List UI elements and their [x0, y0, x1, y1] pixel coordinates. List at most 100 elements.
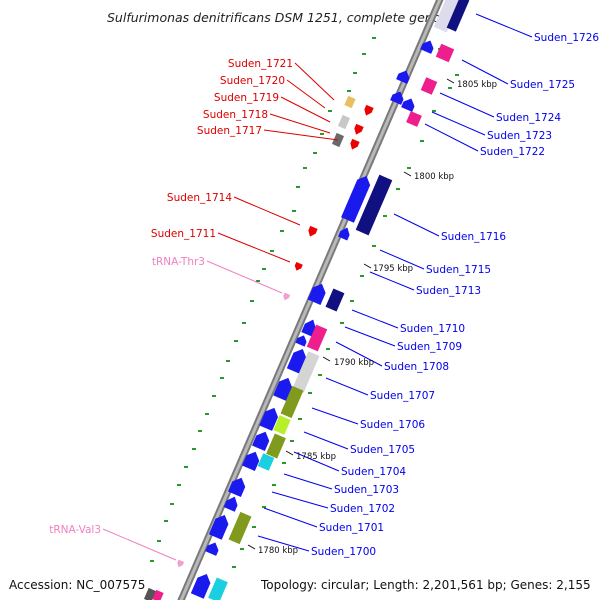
gene-label: Suden_1708 [384, 361, 449, 373]
feature-1700-body [228, 511, 252, 545]
feature-1727 [420, 40, 434, 54]
kbp-label: 1780 kbp [258, 546, 298, 556]
gc-dot [272, 484, 276, 486]
gc-dot [372, 37, 376, 39]
feature-1720 [344, 95, 356, 109]
leader-line [269, 113, 331, 134]
gc-dot [326, 348, 330, 350]
gene-label: Suden_1713 [416, 285, 481, 297]
gc-dot [350, 300, 354, 302]
gc-dot [262, 506, 266, 508]
kbp-label: 1785 kbp [296, 452, 336, 462]
gc-dot [270, 250, 274, 252]
feature-1723a [390, 91, 404, 105]
feature-1724 [420, 77, 438, 95]
kbp-tick [322, 356, 331, 362]
gc-dot [420, 140, 424, 142]
gc-dot [262, 268, 266, 270]
feature-1722-body [406, 111, 422, 127]
gene-label: Suden_1702 [330, 503, 395, 515]
leader-line [263, 129, 339, 141]
gene-label: Suden_1706 [360, 419, 425, 431]
feature-1713a-body [307, 283, 326, 305]
leader-line [294, 62, 335, 101]
feature-1700a [208, 514, 229, 540]
feature-1714 [308, 225, 318, 237]
gc-dot [280, 230, 284, 232]
kbp-tick [285, 450, 294, 456]
feature-1725-body [435, 43, 455, 63]
gene-label: Suden_1719 [214, 92, 279, 104]
feature-1708 [306, 324, 328, 352]
gc-dot [328, 110, 332, 112]
feature-1723-body [401, 98, 415, 112]
feature-1701-body [223, 496, 238, 512]
feature-1710 [301, 319, 316, 337]
leader-line [263, 507, 318, 528]
gene-label: Suden_1715 [426, 264, 491, 276]
feature-1711 [294, 261, 303, 271]
gc-dot [455, 74, 459, 76]
kbp-label: 1795 kbp [373, 264, 413, 274]
feature-1726-body [446, 0, 470, 32]
feature-trna-val3 [177, 559, 185, 568]
gc-dot [220, 377, 224, 379]
leader-line [217, 232, 291, 263]
leader-line [369, 271, 415, 291]
gc-dot [212, 395, 216, 397]
leader-line [344, 326, 396, 347]
leader-line [293, 451, 340, 472]
feature-1701 [223, 496, 238, 512]
gc-dot [256, 280, 260, 282]
gc-dot [198, 430, 202, 432]
leader-line [424, 123, 479, 152]
gc-dot [303, 167, 307, 169]
feature-1727-body [420, 40, 434, 54]
gc-dot [432, 110, 436, 112]
gc-dot [347, 90, 351, 92]
gene-label: Suden_1716 [441, 231, 506, 243]
gc-dot [240, 548, 244, 550]
kbp-tick [403, 171, 412, 177]
feature-1721 [364, 104, 374, 116]
feature-1724a-body [396, 70, 410, 84]
gene-label: Suden_1714 [167, 192, 232, 204]
gene-label: tRNA-Thr3 [152, 256, 205, 268]
gc-dot [242, 322, 246, 324]
feature-1707-body [292, 351, 320, 393]
feature-1708-body [306, 324, 328, 352]
leader-line [233, 196, 301, 226]
feature-1699-body [205, 542, 219, 556]
feature-1713a [307, 283, 326, 305]
leader-line [280, 96, 331, 123]
feature-1704a [252, 431, 270, 452]
gc-dot [234, 340, 238, 342]
gene-label: Suden_1705 [350, 444, 415, 456]
feature-1699 [205, 542, 219, 556]
leader-line [283, 473, 333, 490]
gc-dot [250, 300, 254, 302]
gc-dot [192, 448, 196, 450]
gene-label: Suden_1725 [510, 79, 575, 91]
gene-label: Suden_1723 [487, 130, 552, 142]
feature-bottom-grey [143, 587, 157, 600]
gene-label: Suden_1709 [397, 341, 462, 353]
gc-dot [372, 245, 376, 247]
feature-1705-body [273, 415, 291, 435]
feature-1706 [280, 385, 304, 419]
gc-dot [353, 72, 357, 74]
gene-labels: Suden_1721 Suden_1720 Suden_1719 Suden_1718… [49, 32, 599, 558]
leader-line [206, 260, 283, 294]
kbp-scale-labels: 1805 kbp 1800 kbp 1795 kbp 1790 kbp 1785 kbp… [247, 78, 497, 556]
gc-dot [164, 520, 168, 522]
gene-label: Suden_1721 [228, 58, 293, 70]
feature-bottom-pink [152, 589, 164, 600]
gc-content-dots [150, 37, 459, 568]
feature-1718-body [354, 123, 364, 135]
leader-line [475, 13, 533, 38]
gene-label: Suden_1718 [203, 109, 268, 121]
feature-1705 [273, 415, 291, 435]
gc-dot [177, 484, 181, 486]
gc-dot [396, 188, 400, 190]
leader-line [286, 79, 326, 109]
